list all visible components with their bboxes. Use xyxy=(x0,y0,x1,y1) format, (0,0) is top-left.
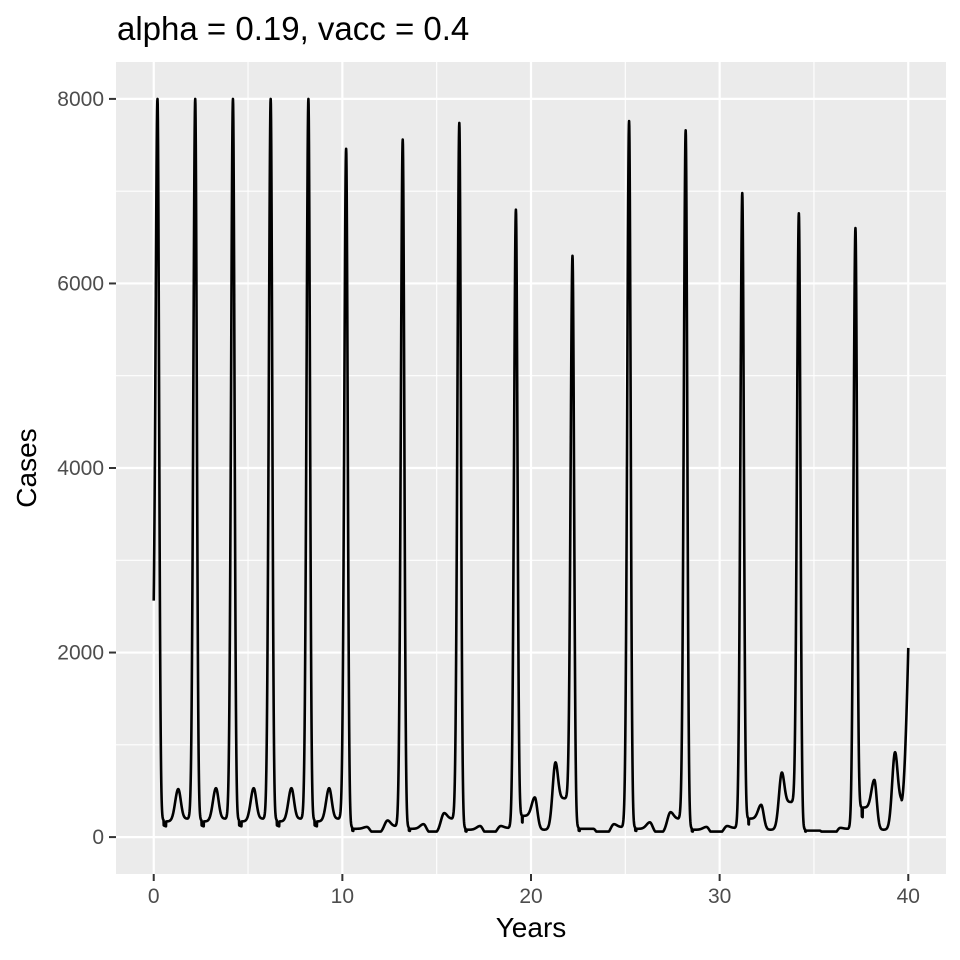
x-tick-label: 40 xyxy=(897,885,920,908)
y-axis-title: Cases xyxy=(11,428,42,507)
series-line xyxy=(152,97,910,833)
x-tick-label: 10 xyxy=(331,885,354,908)
chart-title: alpha = 0.19, vacc = 0.4 xyxy=(117,10,469,47)
x-tick-label: 30 xyxy=(708,885,731,908)
x-axis: 0 10 20 30 40 xyxy=(148,874,920,908)
x-tick-label: 20 xyxy=(519,885,542,908)
y-tick-label: 2000 xyxy=(57,642,104,665)
x-axis-title: Years xyxy=(496,912,567,943)
y-tick-label: 4000 xyxy=(57,457,104,480)
y-axis: 0 2000 4000 6000 8000 xyxy=(57,88,116,849)
x-tick-label: 0 xyxy=(148,885,160,908)
y-tick-label: 8000 xyxy=(57,88,104,111)
y-tick-label: 6000 xyxy=(57,272,104,295)
y-tick-label: 0 xyxy=(92,826,104,849)
